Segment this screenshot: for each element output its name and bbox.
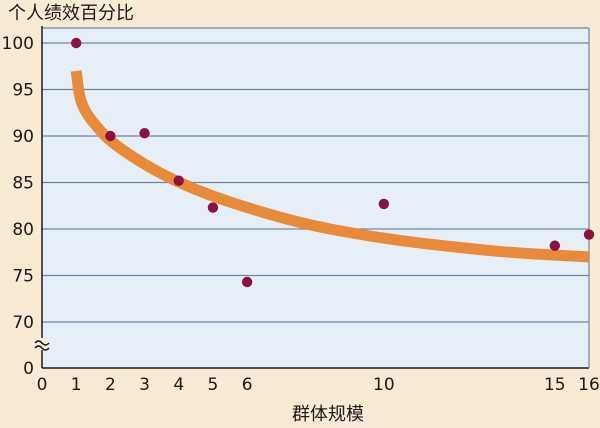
data-point-9 [583, 229, 595, 240]
x-tick-5: 5 [208, 375, 219, 395]
y-tick-70: 70 [12, 313, 34, 333]
x-axis-title: 群体规模 [292, 404, 364, 425]
data-point-2 [105, 130, 116, 142]
trend-curve-layer [70, 70, 590, 263]
x-tick-1: 1 [71, 375, 82, 395]
y-tick-labels: 70 75 80 85 90 95 100 0 [2, 34, 34, 379]
y-tick-90: 90 [12, 127, 34, 147]
y-tick-zero: 0 [23, 359, 34, 379]
trend-curve [70, 70, 590, 263]
x-tick-6: 6 [242, 375, 253, 395]
y-tick-95: 95 [12, 81, 34, 101]
axis-break-mark [34, 338, 50, 351]
x-tick-15: 15 [544, 375, 566, 395]
y-tick-80: 80 [12, 220, 34, 240]
x-tick-3: 3 [139, 375, 150, 395]
data-points [70, 37, 595, 288]
data-point-5 [207, 202, 219, 213]
x-tick-labels: 0 1 2 3 4 5 6 10 15 16 [37, 375, 600, 395]
x-tick-10: 10 [373, 375, 395, 395]
data-point-4 [173, 175, 184, 186]
x-tick-16: 16 [578, 375, 600, 395]
y-tick-100: 100 [2, 34, 34, 54]
x-tick-0: 0 [37, 375, 48, 395]
x-tick-4: 4 [173, 375, 184, 395]
x-tick-2: 2 [105, 375, 116, 395]
y-tick-75: 75 [12, 267, 34, 287]
data-point-3 [139, 128, 150, 139]
plot-area [42, 28, 589, 368]
data-point-7 [378, 198, 390, 210]
data-point-8 [549, 240, 561, 251]
axes [34, 26, 590, 369]
y-tick-85: 85 [12, 174, 34, 194]
y-axis-title: 个人绩效百分比 [8, 3, 134, 24]
data-point-1 [70, 37, 82, 49]
data-point-6 [241, 276, 253, 288]
